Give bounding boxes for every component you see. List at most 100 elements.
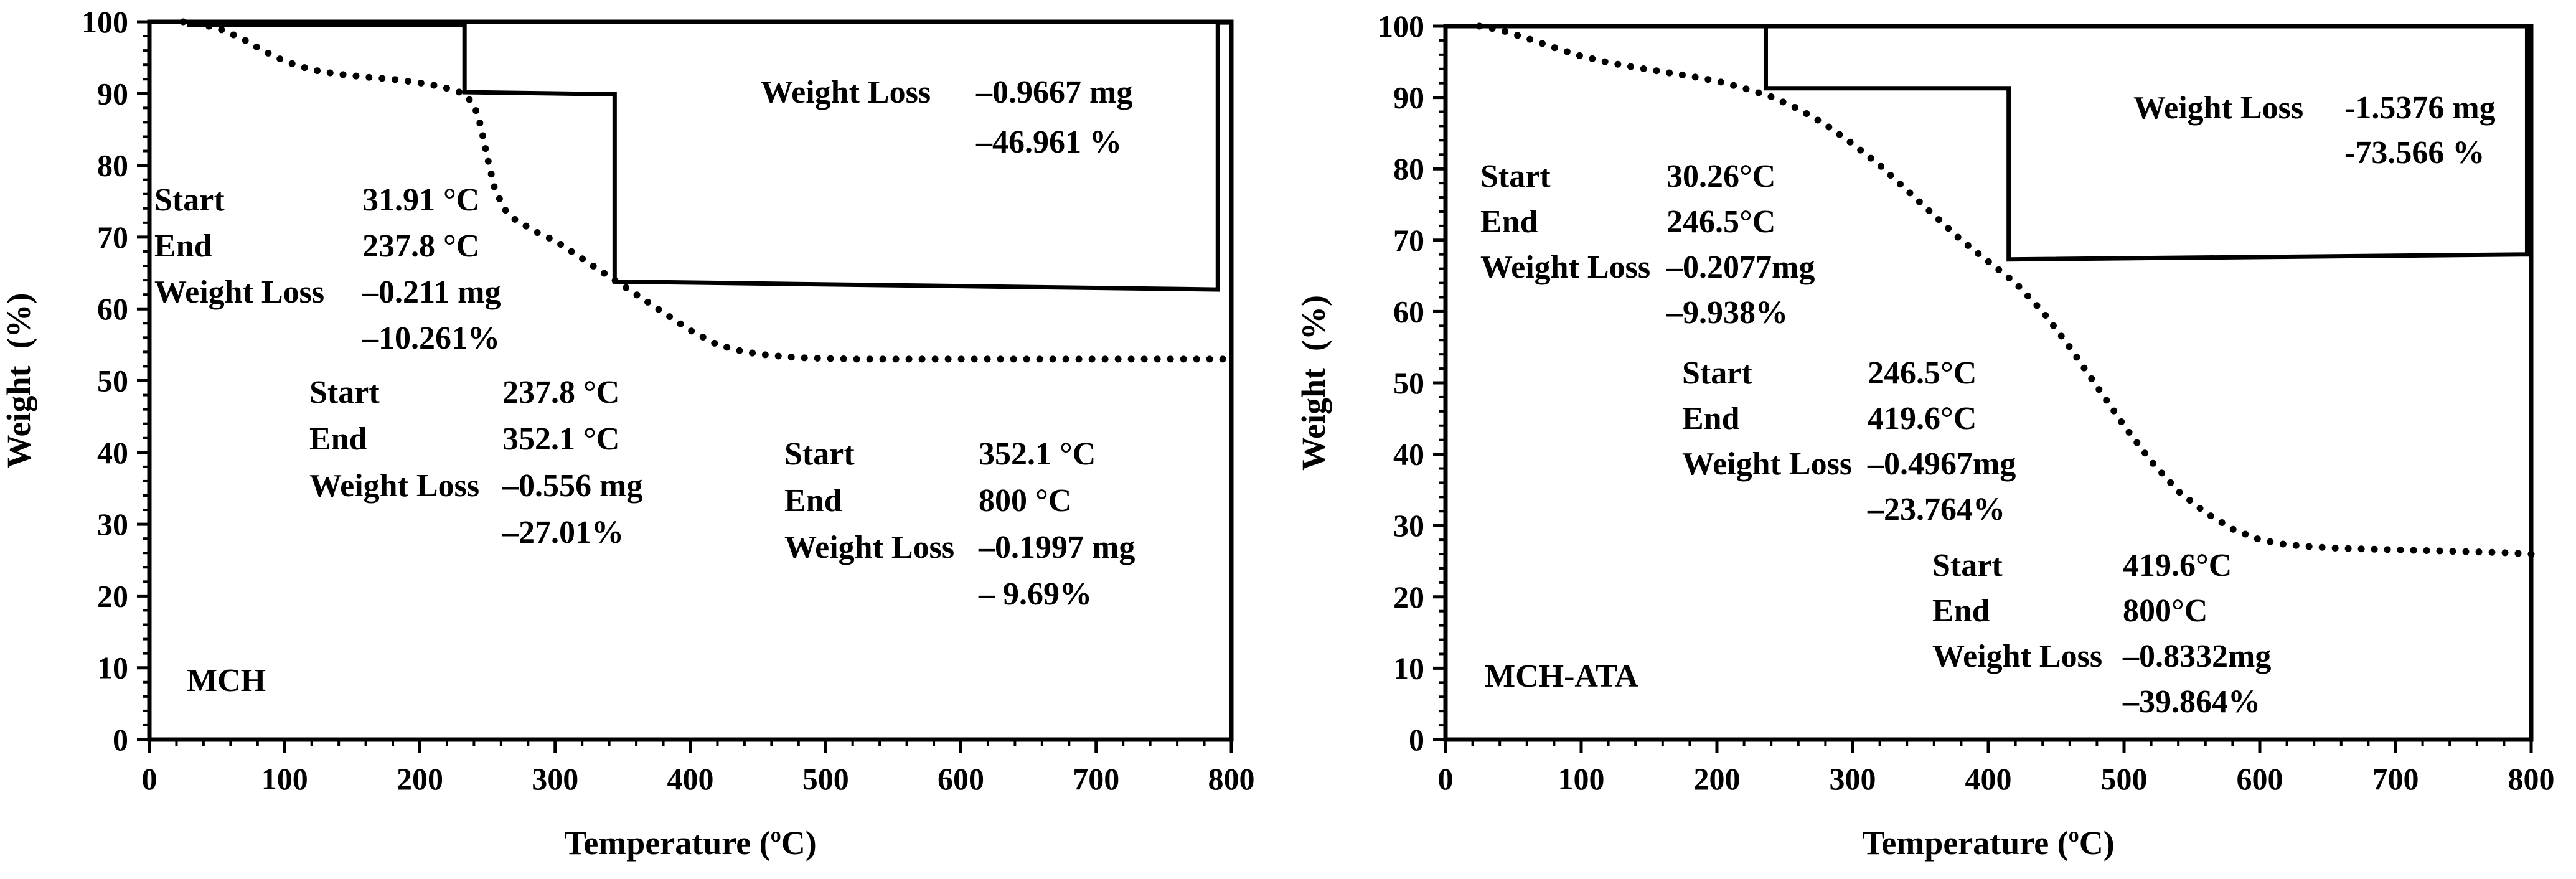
annotation-value: 419.6°C bbox=[1868, 401, 1977, 436]
step-analysis-line bbox=[1483, 24, 2534, 558]
y-tick-label: 50 bbox=[97, 364, 128, 398]
x-tick-label: 600 bbox=[938, 761, 984, 796]
y-tick-label: 10 bbox=[97, 651, 128, 685]
x-tick-label: 100 bbox=[1558, 761, 1605, 796]
x-tick-label: 800 bbox=[1208, 761, 1255, 796]
tga-weight-curve bbox=[179, 18, 1235, 363]
y-tick-label: 50 bbox=[1393, 365, 1424, 400]
x-tick-label: 200 bbox=[397, 761, 443, 796]
annotation-label: Start bbox=[1682, 355, 1752, 391]
annotation-value: –10.261% bbox=[362, 321, 500, 356]
sample-label: MCH-ATA bbox=[1485, 659, 1638, 694]
x-tick-label: 800 bbox=[2508, 761, 2555, 796]
y-tick-label: 30 bbox=[97, 507, 128, 542]
annotation-block: Start 419.6°C End 800°C Weight Loss –0.8332mg… bbox=[1932, 548, 2271, 720]
x-tick-label: 300 bbox=[532, 761, 578, 796]
annotation-value: 246.5°C bbox=[1666, 204, 1775, 240]
x-tick-label: 500 bbox=[2101, 761, 2148, 796]
annotation-label: Start bbox=[1480, 159, 1551, 194]
x-tick-label: 400 bbox=[1965, 761, 2012, 796]
y-tick-label: 30 bbox=[1393, 508, 1424, 543]
annotation-label: Start bbox=[154, 182, 225, 218]
y-tick-label: 0 bbox=[1409, 722, 1424, 757]
annotation-value: -73.566 % bbox=[2344, 135, 2484, 171]
annotation-label: End bbox=[784, 483, 842, 519]
annotation-value: –0.556 mg bbox=[502, 468, 642, 504]
annotation-value: 31.91 °C bbox=[362, 182, 479, 218]
y-axis-title: Weight (%) bbox=[1295, 295, 1332, 471]
x-tick-label: 0 bbox=[1438, 761, 1454, 796]
x-tick-label: 400 bbox=[667, 761, 714, 796]
annotation-block: Start 237.8 °C End 352.1 °C Weight Loss –0.55… bbox=[309, 375, 642, 550]
annotation-value: – 9.69% bbox=[978, 576, 1092, 612]
step-analysis-line bbox=[187, 20, 1234, 357]
y-tick-label: 90 bbox=[1393, 80, 1424, 115]
annotation-block: Start 246.5°C End 419.6°C Weight Loss –0.4967… bbox=[1682, 355, 2016, 527]
x-axis-title-sup: o bbox=[771, 824, 781, 847]
annotation-value: –46.961 % bbox=[975, 125, 1122, 160]
annotation-value: –39.864% bbox=[2122, 684, 2260, 720]
x-tick-label: 0 bbox=[142, 761, 157, 796]
x-axis-title: Temperature (oC) bbox=[564, 824, 816, 862]
y-tick-label: 60 bbox=[1393, 294, 1424, 329]
annotation-label: Weight Loss bbox=[154, 275, 324, 310]
x-axis-title-post: C) bbox=[2079, 824, 2115, 862]
annotation-value: –0.9667 mg bbox=[975, 75, 1132, 110]
annotation-value: –0.211 mg bbox=[362, 275, 501, 310]
annotation-value: –0.1997 mg bbox=[978, 530, 1135, 565]
y-tick-label: 60 bbox=[97, 291, 128, 326]
x-tick-label: 700 bbox=[2372, 761, 2419, 796]
annotation-label: Start bbox=[784, 436, 855, 472]
annotation-value: –9.938% bbox=[1666, 295, 1788, 331]
annotation-block: Start 30.26°C End 246.5°C Weight Loss –0.2077… bbox=[1480, 159, 1815, 331]
sample-label: MCH bbox=[187, 663, 266, 698]
panel-left: 0 100 200 300 400 500 600 700 800 0 10 20 30 40 50 60 70… bbox=[0, 4, 1255, 862]
annotation-label: Weight Loss bbox=[2133, 90, 2303, 126]
annotation-value: –0.4967mg bbox=[1867, 446, 2016, 482]
x-axis-title-pre: Temperature ( bbox=[1862, 824, 2068, 862]
annotation-value: –0.8332mg bbox=[2122, 639, 2271, 674]
plot-frame bbox=[1443, 24, 2534, 742]
x-tick-label: 200 bbox=[1694, 761, 1741, 796]
x-tick-label: 100 bbox=[261, 761, 308, 796]
annotation-value: 800 °C bbox=[979, 483, 1071, 519]
y-axis-title: Weight (%) bbox=[0, 293, 37, 469]
annotation-label: Weight Loss bbox=[309, 468, 479, 504]
y-tick-label: 100 bbox=[1378, 9, 1424, 44]
y-tick-label: 90 bbox=[97, 76, 128, 111]
annotation-label: End bbox=[309, 421, 367, 457]
annotation-label: Weight Loss bbox=[784, 530, 954, 565]
annotation-label: Weight Loss bbox=[1682, 446, 1852, 482]
annotation-label: End bbox=[1682, 401, 1740, 436]
annotation-block: Weight Loss -1.5376 mg -73.566 % bbox=[2133, 90, 2496, 171]
x-axis-title-post: C) bbox=[781, 824, 817, 862]
annotation-value: 237.8 °C bbox=[502, 375, 619, 410]
annotation-value: –27.01% bbox=[502, 515, 624, 550]
y-tick-label: 100 bbox=[82, 4, 128, 39]
annotation-value: 352.1 °C bbox=[502, 421, 619, 457]
annotation-value: -1.5376 mg bbox=[2344, 90, 2496, 126]
y-tick-label: 80 bbox=[1393, 151, 1424, 186]
x-axis-title-sup: o bbox=[2069, 824, 2079, 847]
annotation-label: Start bbox=[309, 375, 380, 410]
annotation-block: Start 352.1 °C End 800 °C Weight Loss –0.1997… bbox=[784, 436, 1135, 612]
y-tick-label: 0 bbox=[113, 722, 128, 757]
y-tick-label: 40 bbox=[1393, 437, 1424, 472]
x-tick-label: 700 bbox=[1073, 761, 1119, 796]
annotation-label: End bbox=[154, 228, 212, 264]
x-tick-label: 300 bbox=[1830, 761, 1876, 796]
annotation-value: –0.2077mg bbox=[1666, 250, 1815, 285]
annotation-value: 419.6°C bbox=[2123, 548, 2232, 583]
y-tick-label: 80 bbox=[97, 148, 128, 183]
y-tick-label: 20 bbox=[1393, 580, 1424, 614]
annotation-value: 352.1 °C bbox=[979, 436, 1096, 472]
annotation-block: Weight Loss –0.9667 mg –46.961 % bbox=[761, 75, 1132, 160]
annotation-label: Weight Loss bbox=[1480, 250, 1650, 285]
annotation-value: –23.764% bbox=[1867, 492, 2005, 527]
y-tick-label: 20 bbox=[97, 578, 128, 613]
x-tick-label: 600 bbox=[2237, 761, 2283, 796]
y-tick-label: 40 bbox=[97, 435, 128, 470]
annotation-value: 246.5°C bbox=[1868, 355, 1977, 391]
annotation-label: End bbox=[1932, 593, 1990, 629]
annotation-label: Weight Loss bbox=[761, 75, 931, 110]
